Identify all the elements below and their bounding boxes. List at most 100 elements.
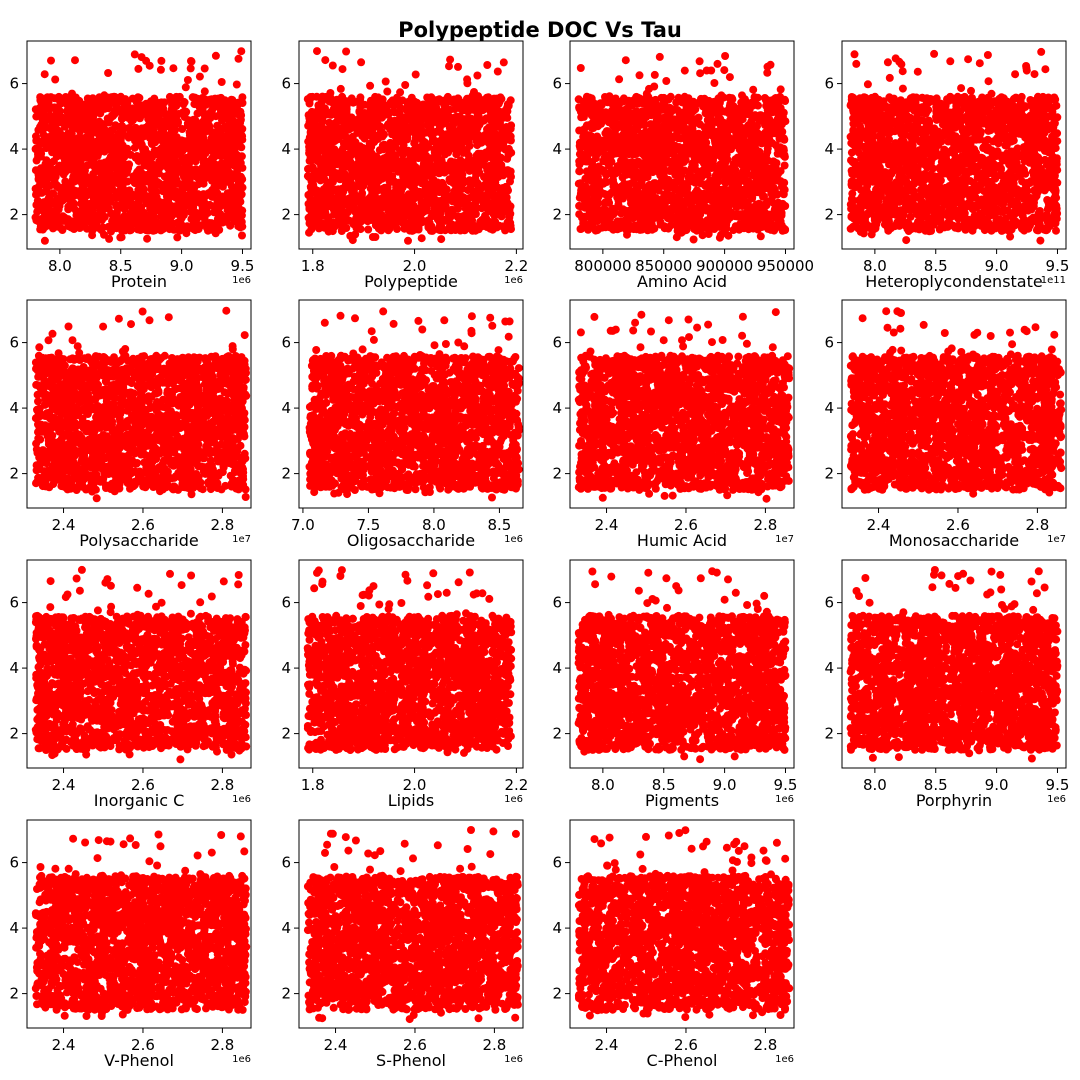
scatter-point bbox=[152, 204, 161, 213]
scatter-point bbox=[338, 202, 346, 210]
scatter-point bbox=[93, 151, 102, 160]
scatter-point bbox=[205, 219, 214, 227]
scatter-point bbox=[234, 222, 243, 231]
scatter-point bbox=[216, 170, 225, 179]
scatter-point bbox=[732, 130, 741, 139]
scatter-point bbox=[170, 137, 179, 146]
scatter-point bbox=[503, 154, 512, 163]
scatter-point bbox=[77, 123, 86, 132]
scatter-point bbox=[131, 191, 140, 200]
scatter-point bbox=[338, 65, 347, 74]
scatter-point bbox=[478, 222, 487, 231]
scatter-point bbox=[362, 160, 370, 169]
scatter-point bbox=[471, 130, 480, 139]
scatter-point bbox=[109, 142, 118, 151]
scatter-point bbox=[88, 226, 97, 235]
scatter-point bbox=[489, 134, 498, 143]
scatter-point bbox=[497, 163, 506, 172]
scatter-point bbox=[387, 120, 396, 129]
scatter-point bbox=[342, 47, 351, 56]
scatter-point bbox=[482, 130, 491, 139]
scatter-point bbox=[194, 101, 203, 110]
scatter-point bbox=[343, 150, 352, 159]
axes-frame bbox=[298, 40, 524, 250]
scatter-point bbox=[459, 178, 468, 186]
scatter-point bbox=[201, 202, 210, 211]
scatter-point bbox=[344, 125, 353, 134]
scatter-point bbox=[92, 219, 101, 228]
scatter-point bbox=[468, 216, 477, 225]
scatter-point bbox=[303, 172, 312, 181]
scatter-point bbox=[353, 172, 362, 180]
scatter-point bbox=[84, 121, 93, 130]
scatter-point bbox=[115, 175, 124, 183]
scatter-point bbox=[100, 212, 109, 221]
scatter-point bbox=[227, 182, 236, 191]
scatter-point bbox=[167, 128, 176, 137]
scatter-point bbox=[78, 207, 87, 215]
scatter-point bbox=[74, 158, 83, 167]
y-tick-label: 4 bbox=[9, 140, 19, 158]
scatter-point bbox=[333, 112, 342, 121]
x-tick-label: 9.5 bbox=[231, 257, 255, 275]
scatter-point bbox=[480, 173, 488, 181]
x-axis-label: Polypeptide bbox=[364, 272, 458, 291]
scatter-point bbox=[234, 211, 242, 220]
scatter-point bbox=[680, 66, 689, 75]
scatter-point bbox=[424, 198, 433, 207]
scatter-point bbox=[325, 151, 333, 160]
scatter-point bbox=[32, 136, 41, 145]
x-axis-label: Protein bbox=[111, 272, 167, 291]
scatter-point bbox=[493, 67, 502, 76]
scatter-point bbox=[419, 115, 428, 124]
scatter-point bbox=[401, 193, 410, 202]
scatter-point bbox=[412, 151, 421, 160]
scatter-point bbox=[134, 212, 142, 220]
scatter-point bbox=[310, 184, 319, 193]
scatter-point bbox=[457, 199, 466, 207]
scatter-point bbox=[314, 205, 323, 214]
scatter-point bbox=[393, 188, 402, 197]
scatter-point bbox=[366, 178, 375, 187]
scatter-point bbox=[186, 195, 195, 204]
scatter-point bbox=[392, 196, 401, 205]
scatter-point bbox=[39, 124, 48, 133]
scatter-point bbox=[49, 189, 58, 198]
scatter-points bbox=[574, 52, 790, 244]
scatter-point bbox=[436, 201, 445, 210]
scatter-point bbox=[84, 188, 93, 197]
scatter-point bbox=[126, 226, 135, 234]
scatter-point bbox=[380, 169, 389, 178]
scatter-point bbox=[71, 56, 79, 65]
scatter-point bbox=[157, 56, 166, 65]
scatter-point bbox=[128, 106, 137, 115]
scatter-point bbox=[83, 100, 92, 109]
scatter-point bbox=[324, 227, 333, 236]
scatter-point bbox=[445, 62, 453, 71]
scatter-point bbox=[193, 171, 202, 180]
scatter-point bbox=[54, 95, 63, 104]
scatter-point bbox=[422, 151, 430, 160]
scatter-point bbox=[165, 145, 174, 154]
scatter-point bbox=[118, 226, 127, 235]
scatter-point bbox=[104, 69, 113, 77]
scatter-point bbox=[438, 136, 446, 144]
scatter-point bbox=[109, 216, 118, 225]
scatter-point bbox=[438, 98, 447, 107]
scatter-point bbox=[142, 199, 151, 208]
scatter-point bbox=[231, 155, 240, 164]
scatter-point bbox=[373, 211, 382, 219]
scatter-point bbox=[232, 80, 241, 89]
scatter-point bbox=[384, 145, 393, 154]
scatter-point bbox=[32, 189, 41, 198]
scatter-point bbox=[215, 209, 224, 218]
scatter-point bbox=[140, 107, 149, 116]
scatter-point bbox=[172, 175, 181, 184]
scatter-point bbox=[463, 194, 472, 203]
scatter-point bbox=[403, 135, 412, 144]
scatter-point bbox=[51, 116, 60, 125]
scatter-point bbox=[218, 218, 227, 227]
scatter-point bbox=[187, 57, 195, 65]
x-tick-label: 2.0 bbox=[403, 257, 427, 275]
scatter-point bbox=[371, 106, 380, 115]
